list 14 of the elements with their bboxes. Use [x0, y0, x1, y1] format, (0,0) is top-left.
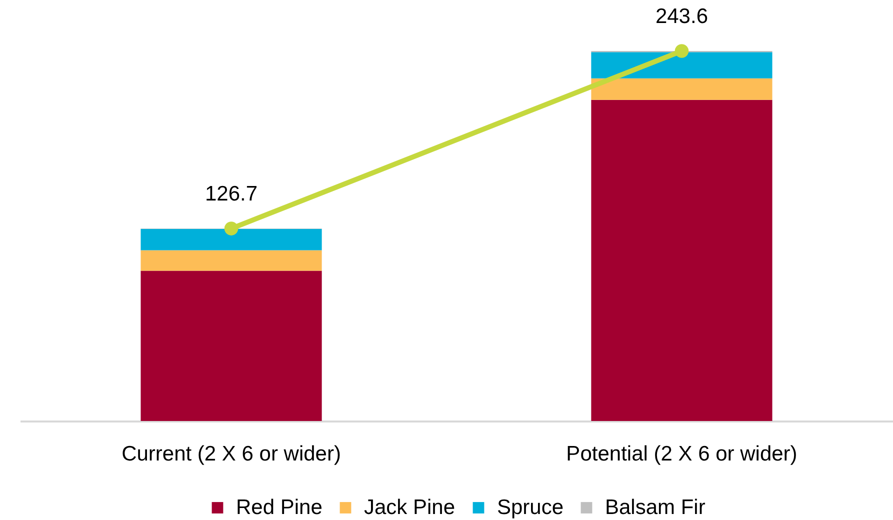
- data-label: 243.6: [655, 5, 708, 28]
- x-tick-label: Current (2 X 6 or wider): [122, 442, 341, 466]
- data-label: 126.7: [204, 182, 258, 206]
- bar: [591, 100, 772, 421]
- x-tick-label: Potential (2 X 6 or wider): [566, 442, 798, 466]
- bar: [140, 270, 322, 421]
- bar: [591, 52, 772, 78]
- legend-label: Red Pine: [236, 496, 322, 519]
- legend-label: Balsam Fir: [605, 496, 706, 519]
- legend-label: Jack Pine: [364, 496, 456, 519]
- bar: [140, 228, 322, 250]
- legend-label: Spruce: [497, 496, 564, 519]
- bar: [140, 250, 322, 271]
- bar: [591, 78, 772, 100]
